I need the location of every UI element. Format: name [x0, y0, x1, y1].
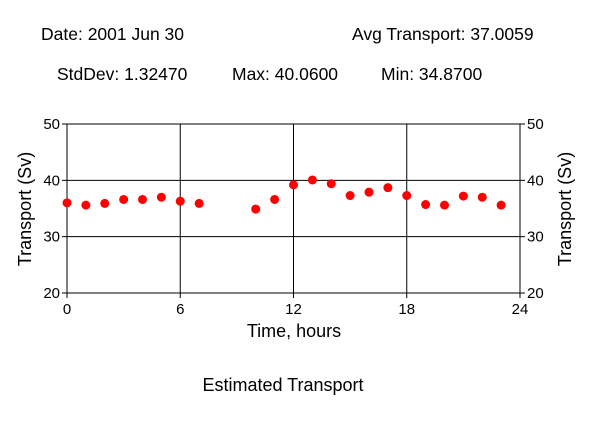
y-tick-label-left: 50	[43, 116, 60, 133]
data-point	[440, 200, 449, 210]
data-point	[421, 200, 431, 210]
y-tick-label-left: 40	[43, 172, 60, 189]
data-point	[81, 200, 91, 210]
data-point	[326, 179, 336, 189]
y-tick-label-right: 30	[527, 229, 544, 246]
stddev-label: StdDev: 1.32470	[57, 64, 188, 84]
data-point	[175, 196, 185, 206]
axis-ticks	[62, 123, 525, 298]
data-point	[402, 191, 412, 201]
grid-lines	[67, 124, 520, 293]
data-point	[119, 194, 129, 204]
data-point	[496, 200, 506, 210]
x-tick-label: 18	[398, 301, 415, 318]
data-point	[477, 192, 487, 202]
x-tick-label: 0	[63, 301, 71, 318]
x-axis-label: Time, hours	[247, 321, 341, 341]
y-tick-label-right: 50	[527, 116, 544, 133]
date-label: Date: 2001 Jun 30	[41, 24, 185, 44]
data-point	[194, 198, 204, 208]
x-tick-label: 6	[176, 301, 184, 318]
data-point	[383, 183, 393, 193]
data-points	[62, 175, 506, 214]
data-point	[270, 194, 280, 204]
data-point	[100, 198, 110, 208]
y-tick-label-left: 20	[43, 285, 60, 302]
data-point	[138, 194, 147, 204]
y-tick-label-right: 20	[527, 285, 544, 302]
chart-title: Estimated Transport	[202, 375, 363, 395]
data-point	[289, 180, 298, 190]
data-point	[156, 192, 166, 202]
y-tick-label-right: 40	[527, 172, 544, 189]
data-point	[345, 191, 355, 201]
data-point	[307, 175, 317, 185]
data-point	[458, 191, 468, 201]
data-point	[62, 198, 72, 208]
x-tick-label: 12	[285, 301, 302, 318]
data-point	[364, 187, 374, 197]
x-tick-label: 24	[512, 301, 529, 318]
y-tick-label-left: 30	[43, 229, 60, 246]
max-label: Max: 40.0600	[232, 64, 339, 84]
y-axis-label-right: Transport (Sv)	[555, 152, 575, 266]
y-axis-label-left: Transport (Sv)	[15, 152, 35, 266]
avg-transport-label: Avg Transport: 37.0059	[352, 24, 534, 44]
data-point	[251, 204, 261, 214]
min-label: Min: 34.8700	[381, 64, 483, 84]
